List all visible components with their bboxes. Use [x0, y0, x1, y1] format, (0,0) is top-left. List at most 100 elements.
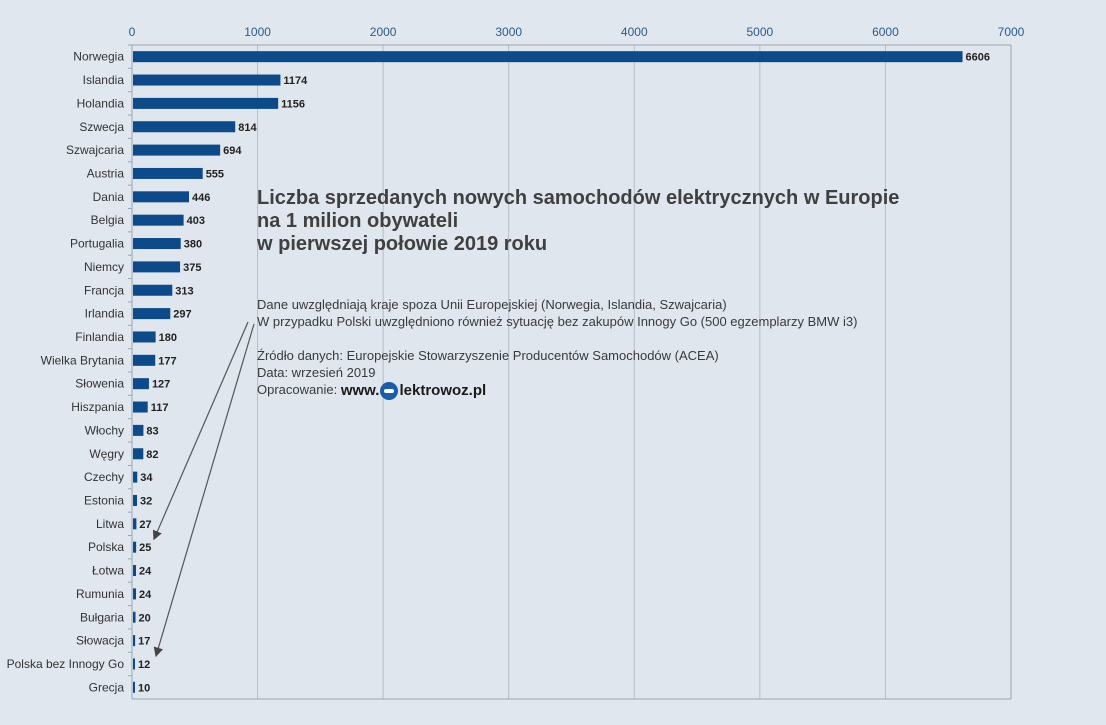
bar	[133, 51, 963, 63]
value-label: 180	[159, 332, 177, 344]
bar	[133, 144, 221, 156]
bar	[133, 424, 144, 436]
category-label: Czechy	[84, 470, 124, 484]
category-label: Polska bez Innogy Go	[7, 657, 125, 671]
category-label: Szwajcaria	[66, 143, 124, 157]
category-label: Austria	[87, 166, 125, 180]
category-label: Grecja	[89, 680, 125, 694]
value-label: 6606	[966, 52, 990, 64]
bar	[133, 658, 135, 670]
bar	[133, 331, 156, 343]
plug-icon	[380, 381, 399, 400]
chart-title: Liczba sprzedanych nowych samochodów ele…	[257, 187, 937, 256]
category-label: Holandia	[77, 96, 125, 110]
bar	[133, 284, 173, 296]
category-label: Islandia	[83, 73, 125, 87]
brand-suffix: lektrowoz.pl	[399, 382, 487, 400]
bar	[133, 378, 149, 390]
value-label: 17	[138, 636, 150, 648]
bar	[133, 471, 138, 483]
value-label: 24	[139, 589, 152, 601]
bar	[133, 541, 137, 553]
category-label: Belgia	[91, 213, 125, 227]
category-label: Litwa	[96, 517, 124, 531]
bar	[133, 588, 137, 600]
category-label: Włochy	[85, 423, 124, 437]
x-tick-label: 1000	[244, 25, 271, 39]
category-label: Bułgaria	[80, 610, 124, 624]
category-label: Finlandia	[75, 330, 124, 344]
brand-logo: www. lektrowoz.pl	[340, 381, 487, 400]
x-tick-label: 0	[129, 25, 136, 39]
bar	[133, 238, 181, 250]
x-tick-label: 6000	[872, 25, 899, 39]
annotation-arrow-polska-bez-innogy	[153, 323, 255, 658]
chart-title-line-3: w pierwszej połowie 2019 roku	[257, 233, 548, 255]
value-label: 127	[152, 379, 170, 391]
bar	[133, 635, 136, 647]
bar	[133, 401, 148, 413]
note-non-eu: Dane uwzględniają kraje spoza Unii Europ…	[257, 297, 727, 312]
bar	[133, 565, 137, 577]
note-date: Data: wrzesień 2019	[257, 365, 376, 380]
value-label: 177	[158, 355, 176, 367]
value-label: 34	[140, 472, 153, 484]
category-label: Dania	[93, 190, 125, 204]
category-label: Polska	[88, 540, 124, 554]
value-label: 380	[184, 239, 202, 251]
value-label: 83	[146, 425, 158, 437]
value-label: 814	[238, 122, 257, 134]
value-label: 82	[146, 449, 158, 461]
chart-title-line-1: Liczba sprzedanych nowych samochodów ele…	[257, 187, 900, 209]
category-label: Estonia	[84, 493, 124, 507]
value-label: 555	[206, 168, 224, 180]
bar	[133, 191, 190, 203]
category-label: Łotwa	[92, 564, 124, 578]
prepared-label: Opracowanie:	[257, 382, 338, 397]
value-label: 297	[173, 309, 191, 321]
bar	[133, 74, 281, 86]
value-label: 403	[187, 215, 205, 227]
value-label: 32	[140, 495, 152, 507]
category-label: Niemcy	[84, 260, 124, 274]
value-label: 10	[138, 682, 150, 694]
value-label: 117	[151, 402, 169, 414]
bar	[133, 308, 171, 320]
value-label: 1156	[281, 98, 305, 110]
value-label: 20	[139, 612, 151, 624]
bar	[133, 121, 236, 133]
bar	[133, 261, 181, 273]
category-label: Francja	[84, 283, 124, 297]
note-innogy: W przypadku Polski uwzględniono również …	[257, 314, 858, 329]
brand-prefix: www.	[340, 382, 380, 400]
bar	[133, 494, 138, 506]
note-source: Źródło danych: Europejskie Stowarzyszeni…	[257, 348, 719, 363]
x-tick-label: 7000	[998, 25, 1025, 39]
value-label: 25	[139, 542, 151, 554]
bar	[133, 611, 136, 623]
bar	[133, 518, 137, 530]
category-label: Hiszpania	[71, 400, 124, 414]
value-label: 446	[192, 192, 210, 204]
category-label: Rumunia	[76, 587, 124, 601]
x-tick-label: 2000	[370, 25, 397, 39]
x-tick-label: 3000	[495, 25, 522, 39]
plot-area	[132, 45, 1011, 699]
value-label: 375	[183, 262, 201, 274]
category-label: Irlandia	[85, 307, 125, 321]
category-label: Norwegia	[73, 50, 124, 64]
value-label: 12	[138, 659, 150, 671]
category-label: Portugalia	[70, 237, 124, 251]
chart-title-line-2: na 1 milion obywateli	[257, 210, 459, 232]
chart-notes: Dane uwzględniają kraje spoza Unii Europ…	[257, 296, 857, 400]
category-label: Węgry	[89, 447, 124, 461]
bar	[133, 214, 184, 226]
category-label: Szwecja	[79, 120, 124, 134]
value-label: 1174	[283, 75, 308, 87]
value-label: 27	[139, 519, 151, 531]
bar	[133, 448, 144, 460]
bar	[133, 97, 279, 109]
bar	[133, 354, 156, 366]
